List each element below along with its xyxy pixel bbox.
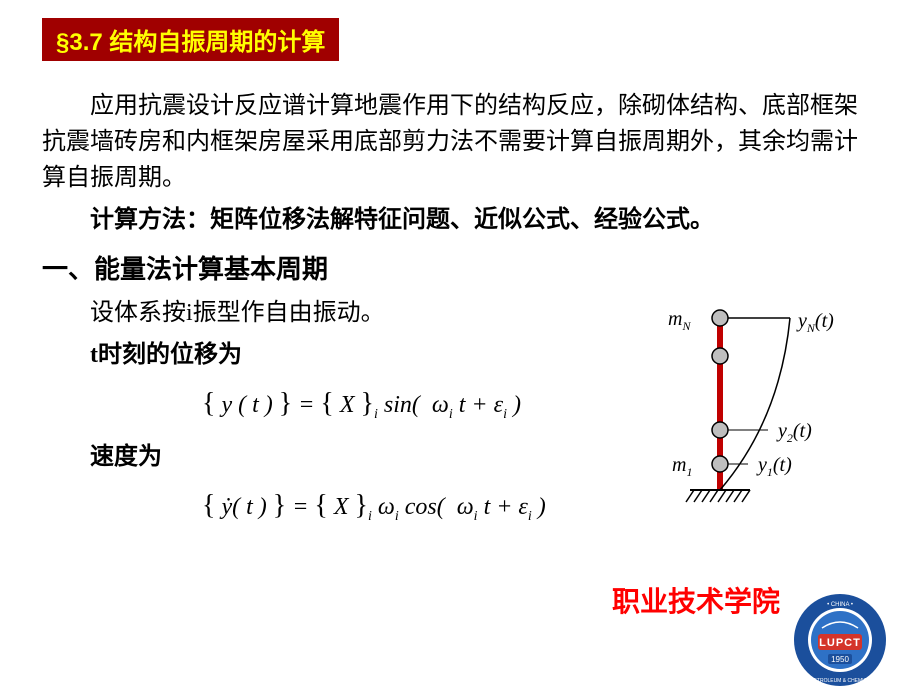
university-logo: • CHINA • UNIVERSITY OF PETROLEUM & CHEM… <box>792 592 888 688</box>
y-label-mid: y2(t) <box>778 420 812 446</box>
mass-column-diagram: mN m1 yN(t) y2(t) y1(t) <box>650 300 860 520</box>
section-1-title: 一、能量法计算基本周期 <box>42 250 880 289</box>
logo-year: 1950 <box>831 655 849 664</box>
svg-text:UNIVERSITY OF PETROLEUM & CHEM: UNIVERSITY OF PETROLEUM & CHEMICAL TECHN… <box>792 678 888 684</box>
y-label-bot: y1(t) <box>758 454 792 480</box>
intro-paragraph: 应用抗震设计反应谱计算地震作用下的结构反应，除砌体结构、底部框架抗震墙砖房和内框… <box>42 88 880 196</box>
section-header: §3.7 结构自振周期的计算 <box>42 18 339 61</box>
logo-code: LUPCT <box>819 637 861 649</box>
y-label-top: yN(t) <box>798 310 834 336</box>
methods-paragraph: 计算方法：矩阵位移法解特征问题、近似公式、经验公式。 <box>42 202 880 238</box>
logo-top-text: • CHINA • <box>827 602 853 608</box>
mass-label-bottom: m1 <box>672 454 692 480</box>
mass-label-top: mN <box>668 308 690 334</box>
institution-text: 职业技术学院 <box>612 580 780 620</box>
